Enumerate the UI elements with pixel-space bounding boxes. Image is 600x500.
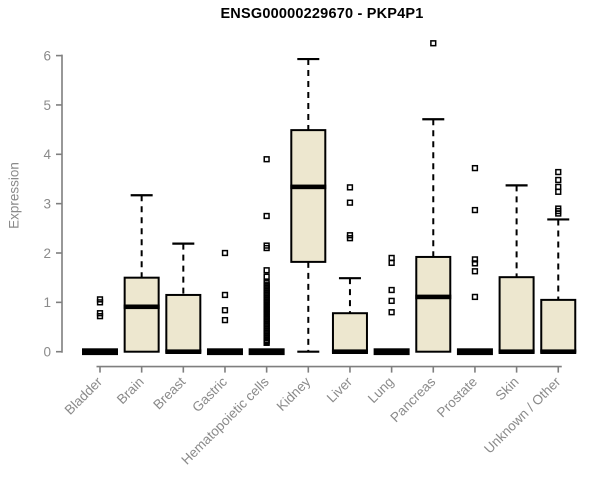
y-tick-label: 5: [43, 98, 51, 113]
box-liver: [331, 184, 368, 354]
collapsed-box: [373, 348, 410, 356]
outlier-point: [388, 297, 395, 305]
outlier-point: [388, 254, 395, 262]
outlier-point: [221, 307, 229, 314]
box-breast: [165, 242, 202, 354]
x-tick-label: Pancreas: [387, 374, 438, 425]
outlier-point: [263, 156, 270, 163]
median-line: [165, 349, 202, 354]
outlier-point: [471, 206, 479, 214]
outlier-point: [471, 260, 479, 267]
outlier-point: [263, 273, 270, 280]
iqr-box: [415, 255, 452, 353]
outlier-point: [388, 309, 395, 316]
x-tick-label: Liver: [324, 374, 356, 406]
outlier-point: [555, 168, 562, 176]
outlier-point: [96, 296, 104, 303]
y-tick-label: 6: [43, 48, 51, 63]
y-tick-label: 2: [43, 246, 51, 261]
box-prostate: [456, 164, 493, 356]
outlier-point: [471, 164, 479, 172]
y-tick-label: 3: [43, 197, 51, 212]
y-tick-label: 1: [43, 295, 51, 310]
y-axis: 0 1 2 3 4 5 6: [43, 48, 63, 360]
outlier-point: [263, 242, 270, 249]
outlier-point: [221, 249, 229, 257]
outlier-point: [263, 267, 270, 274]
median-line: [123, 304, 160, 310]
outlier-point: [96, 310, 104, 317]
outlier-point: [346, 199, 354, 206]
box-pancreas: [415, 40, 452, 353]
iqr-box: [540, 298, 577, 353]
x-tick-label: Kidney: [274, 374, 314, 414]
outlier-point: [555, 188, 562, 195]
box-skin: [498, 184, 535, 354]
x-tick-label: Gastric: [189, 374, 230, 415]
outlier-point: [471, 256, 479, 263]
collapsed-box: [206, 348, 243, 356]
iqr-box: [123, 276, 160, 353]
iqr-box: [290, 129, 327, 263]
outlier-point: [263, 279, 270, 286]
x-tick-label: Unknown / Other: [481, 374, 564, 457]
collapsed-box: [82, 348, 118, 356]
outlier-point: [430, 40, 437, 47]
outlier-point: [471, 268, 479, 275]
outlier-point: [555, 205, 562, 212]
median-line: [498, 349, 535, 354]
y-tick-label: 4: [43, 147, 51, 162]
x-tick-label: Lung: [365, 374, 397, 406]
iqr-box: [331, 312, 368, 353]
x-tick-label: Brain: [114, 374, 147, 407]
median-line: [331, 349, 368, 354]
outlier-point: [221, 291, 229, 299]
box-lung: [373, 254, 410, 356]
iqr-box: [165, 293, 202, 353]
box-kidney: [290, 57, 327, 353]
collapsed-box: [456, 348, 493, 356]
collapsed-box: [248, 348, 285, 356]
box-unknown-other: [540, 168, 577, 354]
outlier-point: [346, 184, 354, 191]
outlier-point: [263, 212, 270, 220]
box-brain: [123, 194, 160, 353]
box-hematopoietic-cells: [248, 156, 285, 356]
outlier-point: [471, 293, 479, 301]
x-tick-label: Prostate: [434, 374, 480, 420]
outlier-point: [388, 259, 395, 267]
median-line: [540, 349, 577, 354]
median-line: [290, 184, 327, 190]
box-bladder: [82, 296, 118, 356]
x-tick-label: Breast: [150, 374, 188, 412]
outlier-point: [346, 232, 354, 239]
y-tick-label: 0: [43, 345, 51, 360]
iqr-box: [498, 276, 535, 353]
outlier-point: [388, 286, 395, 294]
x-tick-label: Bladder: [62, 374, 106, 418]
chart-title: ENSG00000229670 - PKP4P1: [220, 6, 424, 22]
x-tick-label: Skin: [493, 374, 522, 403]
outlier-point: [221, 316, 229, 324]
box-gastric: [206, 249, 243, 356]
outlier-point: [555, 176, 562, 184]
median-line: [415, 294, 452, 300]
outlier-point: [555, 183, 562, 191]
